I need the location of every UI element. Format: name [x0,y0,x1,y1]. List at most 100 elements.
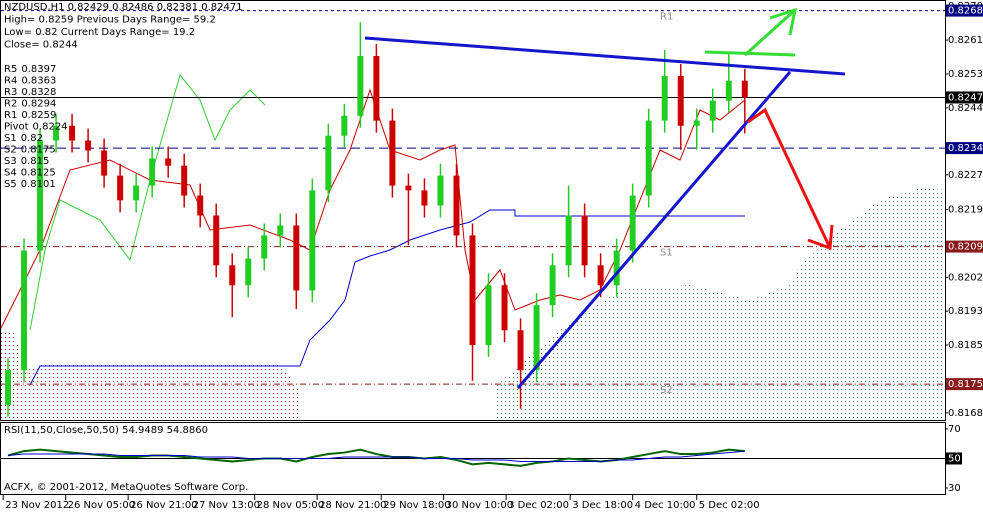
candle-body [485,285,492,346]
y-tick-label: 0.81680 [948,408,983,419]
x-tick-label: 3 Dec 18:00 [572,500,633,511]
candle-body [469,235,476,346]
level-tag [946,91,983,104]
rsi-title: RSI(11,50,Close,50,50) 54.9489 54.8860 [4,425,208,436]
pivot-value: 0.8175 [21,145,56,156]
cloud-bull [497,188,945,420]
pivot-label: Pivot [4,122,29,133]
rsi-line [7,450,745,462]
y-tick-highlight [946,452,962,465]
level-name: S1 [660,248,673,259]
level-name: S2 [660,385,673,396]
pivot-value: 0.82 [21,133,43,144]
trendline-lower [516,71,792,389]
header-line: Low= 0.82 Current Days Range= 19.2 [4,27,195,38]
candle-body [421,190,428,206]
pivot-label: R1 [4,110,17,121]
pivot-value: 0.8328 [21,87,56,98]
candle-body [197,195,204,216]
candles [5,22,748,417]
header: NZDUSD,H1 0.82429 0.82486 0.82381 0.8247… [4,2,243,190]
level-tag [946,378,983,391]
level-tag [946,240,983,253]
level-tag-label: 0.82471 [948,92,983,103]
candle-body [341,115,348,136]
x-tick-label: 3 Dec 02:00 [508,500,569,511]
candle-body [533,305,540,371]
level-tag-label: 0.82097 [948,242,983,253]
x-tick-label: 28 Nov 21:00 [319,500,386,511]
trendline-upper [364,36,846,76]
candle-body [389,120,396,186]
x-tick-label: 28 Nov 05:00 [257,500,324,511]
header-line: Close= 0.8244 [4,40,78,51]
level-tag-label: 0.82344 [948,143,983,154]
x-tick-label: 26 Nov 21:00 [130,500,197,511]
pivot-value: 0.8294 [21,99,56,110]
green-mark [704,50,796,57]
candle-body [277,225,284,236]
y-tick-label: 0.82445 [948,103,983,114]
red-arrowhead [807,224,834,251]
candle-body [149,158,156,186]
candle-body [453,175,460,236]
candle-body [85,140,92,151]
candle-body [405,185,412,191]
candle-body [309,190,316,291]
pivot-label: S5 [4,179,17,190]
x-tick-label: 4 Dec 10:00 [635,500,696,511]
y-tick-label: 30 [948,483,961,494]
y-tick-label: 0.81935 [948,306,983,317]
red-arrow [747,107,832,249]
pivot-label: R3 [4,87,17,98]
pivot-value: 0.8259 [21,110,56,121]
candle-body [357,56,364,116]
candle-body [581,215,588,266]
candle-body [245,258,252,286]
x-tick-label: 23 Nov 2012 [5,500,69,511]
candle-body [565,215,572,266]
chikou-line [29,73,266,331]
rsi-line [7,448,745,467]
candle-body [261,235,268,259]
candle-body [437,175,444,206]
candle-body [741,80,748,98]
y-tick-label: 50 [948,453,961,464]
header-line: NZDUSD,H1 0.82429 0.82486 0.82381 0.8247… [4,2,243,13]
pivot-label: S4 [4,168,17,179]
candle-body [613,250,620,286]
candle-body [293,225,300,291]
candle-body [517,330,524,371]
candle-body [661,75,668,121]
candle-body [101,150,108,176]
y-tick-label: 70 [948,424,961,435]
candle-body [597,265,604,286]
candle-body [325,135,332,191]
green-arrowhead [769,7,797,36]
candle-body [725,80,732,101]
candle-body [677,75,684,126]
pivot-label: S3 [4,156,17,167]
header-line: High= 0.8259 Previous Days Range= 59.2 [4,15,216,26]
pivot-value: 0.8125 [21,168,56,179]
candle-body [181,165,188,196]
candle-body [5,370,12,405]
candle-body [37,140,44,251]
pivot-value: 0.8363 [21,76,56,87]
candle-body [693,120,700,126]
candle-body [69,125,76,141]
candle-body [629,195,636,251]
pivot-label: S2 [4,145,17,156]
x-tick-label: 5 Dec 02:00 [699,500,760,511]
level-tag-label: 0.81752 [948,379,983,390]
pivot-label: S1 [4,133,17,144]
candle-body [165,158,172,166]
x-tick-label: 26 Nov 05:00 [68,500,135,511]
kijun-line [29,209,745,386]
cloud-bear [0,330,300,420]
candle-body [229,265,236,286]
